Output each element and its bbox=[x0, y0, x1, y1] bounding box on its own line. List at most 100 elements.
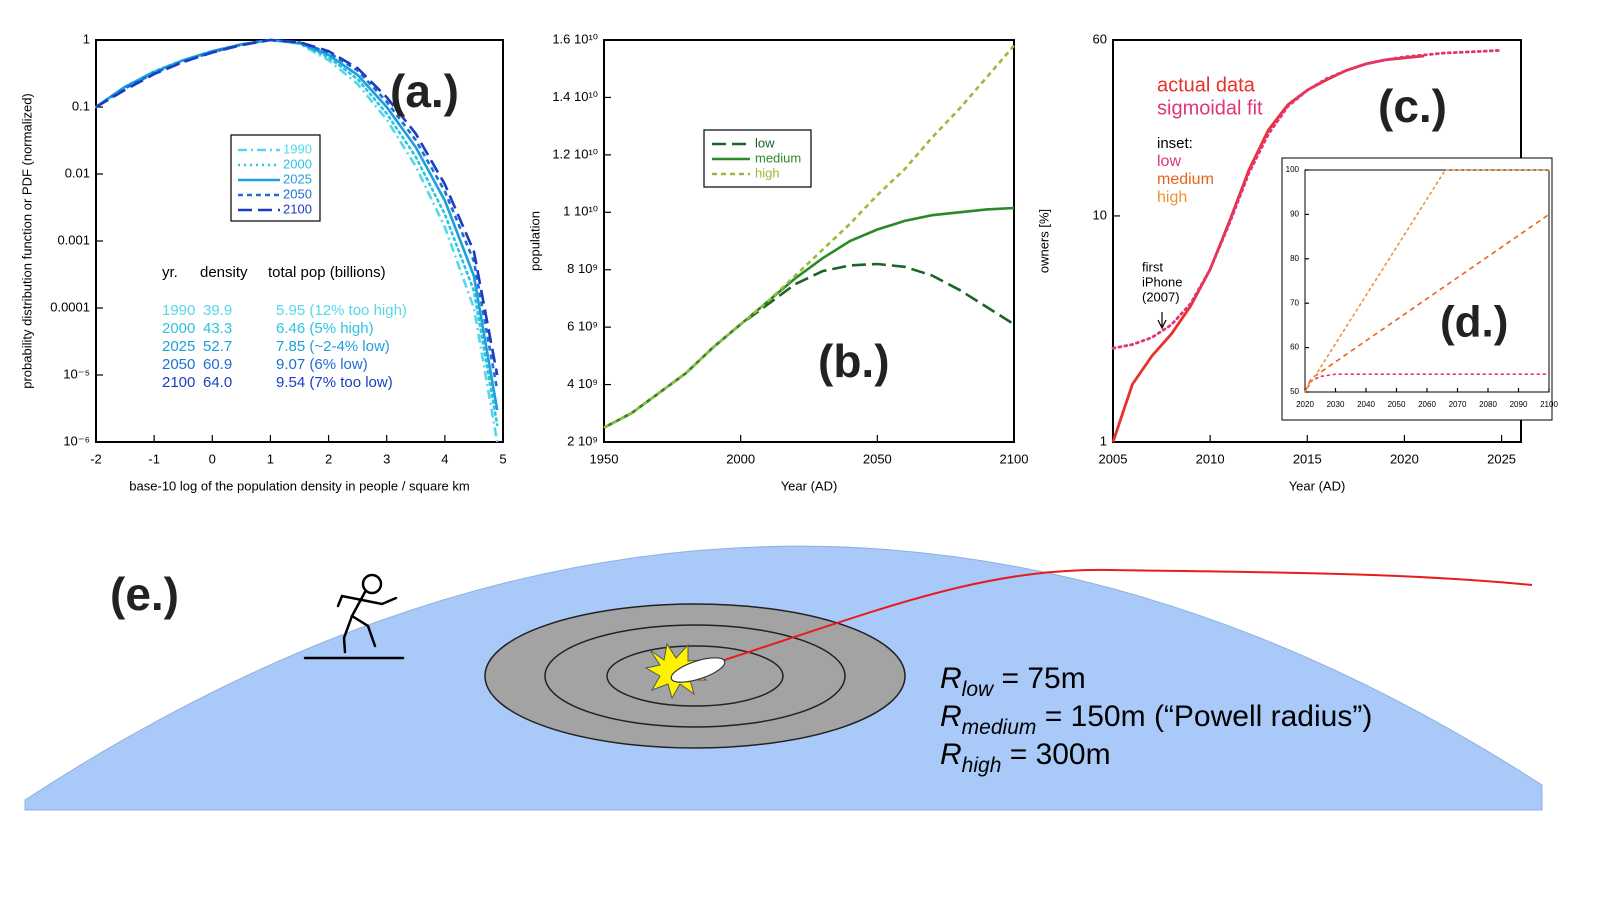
x-tick-label: 2040 bbox=[1357, 400, 1375, 409]
y-tick-label: 70 bbox=[1290, 298, 1299, 307]
x-tick-label: 2020 bbox=[1296, 400, 1314, 409]
y-tick-label: 0.001 bbox=[57, 232, 90, 247]
panel-3: 2020 2030 2040 2050 2060 2070 2080 2090 2100 50 60… bbox=[1281, 157, 1558, 421]
annotation: iPhone bbox=[1142, 274, 1182, 289]
legend-label: medium bbox=[755, 150, 801, 165]
x-axis-label: Year (AD) bbox=[1289, 478, 1346, 493]
y-tick-label: 50 bbox=[1290, 387, 1299, 396]
x-tick-label: 2100 bbox=[1540, 400, 1558, 409]
series-line bbox=[1111, 48, 1503, 350]
inset-legend-label: low bbox=[1157, 153, 1181, 170]
y-tick-label: 100 bbox=[1286, 165, 1300, 174]
y-tick-label: 90 bbox=[1290, 210, 1299, 219]
x-tick-label: 2100 bbox=[1000, 451, 1029, 466]
annotation: first bbox=[1142, 259, 1163, 274]
y-tick-label: 60 bbox=[1093, 31, 1107, 46]
table-cell: 39.9 bbox=[203, 302, 232, 319]
x-tick-label: -1 bbox=[148, 451, 160, 466]
x-tick-label: 0 bbox=[209, 451, 216, 466]
trajectory bbox=[711, 568, 1533, 665]
x-tick-label: 2000 bbox=[726, 451, 755, 466]
legend-label: actual data bbox=[1157, 74, 1256, 96]
panel-label: (b.) bbox=[818, 335, 890, 387]
y-tick-label: 0.0001 bbox=[50, 299, 90, 314]
y-tick-label: 1 bbox=[1100, 433, 1107, 448]
table-cell: 5.95 (12% too high) bbox=[276, 302, 407, 319]
radius-subscript: high bbox=[962, 754, 1002, 777]
panel-e bbox=[24, 545, 1543, 811]
skier bbox=[303, 573, 405, 660]
x-tick-label: 2090 bbox=[1510, 400, 1528, 409]
series-line bbox=[603, 44, 1015, 429]
x-tick-label: 2 bbox=[325, 451, 332, 466]
annotation-arrow bbox=[1157, 312, 1167, 330]
table-header: total pop (billions) bbox=[268, 264, 386, 281]
radius-value: = 150m (“Powell radius”) bbox=[1036, 700, 1372, 733]
legend-label: 2050 bbox=[283, 186, 312, 201]
panel-2: 2005 2010 2015 2020 2025 1 10 60 Year (AD) owners… bbox=[1036, 31, 1522, 493]
y-tick-label: 8 10⁹ bbox=[567, 261, 598, 276]
radius-subscript: medium bbox=[962, 716, 1037, 739]
y-tick-label: 1 10¹⁰ bbox=[563, 204, 598, 219]
panel-label: (c.) bbox=[1378, 80, 1447, 132]
y-axis-label: owners [%] bbox=[1036, 209, 1051, 273]
x-tick-label: 3 bbox=[383, 451, 390, 466]
panel-0: -2 -1 0 1 2 3 4 5 1 0.1 0.01 0.001 0.0001 10⁻⁵ 10⁻⁶ bas… bbox=[19, 31, 506, 493]
table-header: yr. bbox=[162, 264, 178, 281]
y-tick-label: 4 10⁹ bbox=[567, 376, 598, 391]
panel-label: (a.) bbox=[390, 65, 459, 117]
x-axis-label: base-10 log of the population density in… bbox=[129, 478, 469, 493]
y-axis-label: probability distribution function or PDF… bbox=[19, 93, 34, 389]
table-cell: 9.54 (7% too low) bbox=[276, 374, 393, 391]
panel-label: (d.) bbox=[1440, 298, 1508, 347]
legend-label: high bbox=[755, 165, 780, 180]
legend-label: 1990 bbox=[283, 141, 312, 156]
radius-formula: Rhigh = 300m bbox=[940, 738, 1111, 777]
radius-value: = 300m bbox=[1001, 738, 1110, 771]
inset-frame bbox=[1281, 157, 1553, 421]
series-line bbox=[1304, 169, 1550, 393]
y-axis-label: population bbox=[527, 211, 542, 271]
y-tick-label: 10⁻⁵ bbox=[63, 366, 90, 381]
plot-frame bbox=[603, 39, 1015, 443]
table-cell: 9.07 (6% low) bbox=[276, 356, 368, 373]
y-tick-label: 0.01 bbox=[65, 165, 90, 180]
x-tick-label: 2070 bbox=[1449, 400, 1467, 409]
annotation: (2007) bbox=[1142, 289, 1180, 304]
x-axis-label: Year (AD) bbox=[781, 478, 838, 493]
series-line bbox=[603, 262, 1015, 429]
table-cell: 1990 bbox=[162, 302, 195, 319]
y-tick-label: 10 bbox=[1093, 207, 1107, 222]
x-tick-label: 2050 bbox=[1388, 400, 1406, 409]
table-cell: 7.85 (~2-4% low) bbox=[276, 338, 390, 355]
legend-label: low bbox=[755, 135, 775, 150]
table-cell: 60.9 bbox=[203, 356, 232, 373]
x-tick-label: 2050 bbox=[863, 451, 892, 466]
x-tick-label: 1950 bbox=[590, 451, 619, 466]
x-tick-label: 2010 bbox=[1196, 451, 1225, 466]
y-tick-label: 0.1 bbox=[72, 98, 90, 113]
panel-label: (e.) bbox=[110, 568, 179, 620]
x-tick-label: 4 bbox=[441, 451, 448, 466]
radius-value: = 75m bbox=[993, 662, 1086, 695]
table-cell: 2000 bbox=[162, 320, 195, 337]
y-tick-label: 1 bbox=[83, 31, 90, 46]
x-tick-label: 2080 bbox=[1479, 400, 1497, 409]
legend-label: 2025 bbox=[283, 171, 312, 186]
x-tick-label: 2060 bbox=[1418, 400, 1436, 409]
x-tick-label: -2 bbox=[90, 451, 102, 466]
table-cell: 52.7 bbox=[203, 338, 232, 355]
legend-label: sigmoidal fit bbox=[1157, 97, 1263, 119]
legend-label: 2100 bbox=[283, 201, 312, 216]
series-line bbox=[1304, 373, 1550, 393]
table-cell: 64.0 bbox=[203, 374, 232, 391]
y-tick-label: 6 10⁹ bbox=[567, 319, 598, 334]
radius-formula: Rlow = 75m bbox=[940, 662, 1086, 701]
radius-subscript: low bbox=[962, 678, 995, 701]
x-tick-label: 2005 bbox=[1099, 451, 1128, 466]
table-cell: 2100 bbox=[162, 374, 195, 391]
radius-symbol: R bbox=[940, 700, 962, 733]
x-tick-label: 2015 bbox=[1293, 451, 1322, 466]
legend-label: 2000 bbox=[283, 156, 312, 171]
y-tick-label: 1.4 10¹⁰ bbox=[552, 89, 598, 104]
